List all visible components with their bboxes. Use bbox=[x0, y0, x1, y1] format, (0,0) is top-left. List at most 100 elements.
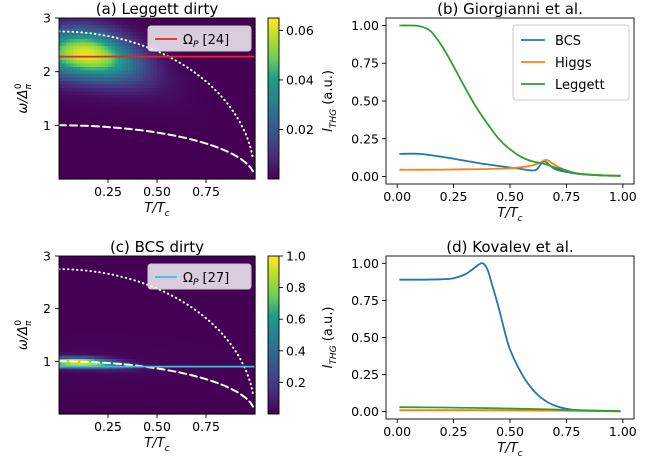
heatmap-cell bbox=[91, 39, 95, 43]
heatmap-cell bbox=[136, 148, 140, 152]
heatmap-cell bbox=[178, 144, 182, 148]
heatmap-cell bbox=[245, 144, 249, 148]
heatmap-cell bbox=[154, 81, 158, 85]
heatmap-cell bbox=[84, 283, 88, 287]
heatmap-cell bbox=[199, 256, 203, 260]
heatmap-cell bbox=[154, 92, 158, 96]
heatmap-cell bbox=[70, 397, 74, 401]
heatmap-cell bbox=[101, 85, 105, 89]
heatmap-cell bbox=[136, 78, 140, 82]
heatmap-cell bbox=[154, 338, 158, 342]
heatmap-cell bbox=[133, 123, 137, 127]
heatmap-cell bbox=[136, 349, 140, 353]
heatmap-cell bbox=[122, 116, 126, 120]
heatmap-cell bbox=[101, 390, 105, 394]
heatmap-cell bbox=[122, 92, 126, 96]
heatmap-cell bbox=[185, 294, 189, 298]
heatmap-cell bbox=[150, 359, 154, 363]
heatmap-cell bbox=[122, 328, 126, 332]
heatmap-cell bbox=[147, 141, 151, 145]
heatmap-cell bbox=[199, 397, 203, 401]
heatmap-cell bbox=[63, 369, 67, 373]
heatmap-cell bbox=[112, 256, 116, 260]
heatmap-cell bbox=[108, 266, 112, 270]
heatmap-cell bbox=[189, 141, 193, 145]
heatmap-cell bbox=[143, 158, 147, 162]
heatmap-cell bbox=[241, 64, 245, 68]
heatmap-cell bbox=[98, 345, 102, 349]
heatmap-cell bbox=[175, 332, 179, 336]
heatmap-cell bbox=[136, 287, 140, 291]
heatmap-cell bbox=[115, 169, 119, 173]
heatmap-cell bbox=[70, 273, 74, 277]
heatmap-cell bbox=[136, 321, 140, 325]
heatmap-cell bbox=[63, 162, 67, 166]
heatmap-cell bbox=[189, 71, 193, 75]
heatmap-cell bbox=[119, 92, 123, 96]
heatmap-cell bbox=[234, 162, 238, 166]
heatmap-cell bbox=[227, 22, 231, 26]
heatmap-cell bbox=[196, 404, 200, 408]
heatmap-cell bbox=[98, 39, 102, 43]
heatmap-cell bbox=[122, 144, 126, 148]
heatmap-cell bbox=[164, 314, 168, 318]
heatmap-cell bbox=[245, 169, 249, 173]
heatmap-cell bbox=[164, 95, 168, 99]
heatmap-cell bbox=[220, 352, 224, 356]
heatmap-cell bbox=[175, 165, 179, 169]
heatmap-cell bbox=[210, 113, 214, 117]
heatmap-cell bbox=[161, 256, 165, 260]
heatmap-cell bbox=[77, 92, 81, 96]
heatmap-cell bbox=[112, 172, 116, 176]
heatmap-cell bbox=[245, 106, 249, 110]
heatmap-cell bbox=[171, 92, 175, 96]
heatmap-cell bbox=[80, 380, 84, 384]
heatmap-cell bbox=[199, 349, 203, 353]
heatmap-cell bbox=[133, 99, 137, 103]
heatmap-cell bbox=[70, 137, 74, 141]
heatmap-cell bbox=[115, 106, 119, 110]
heatmap-cell bbox=[171, 71, 175, 75]
heatmap-cell bbox=[154, 356, 158, 360]
heatmap-cell bbox=[196, 22, 200, 26]
heatmap-cell bbox=[147, 92, 151, 96]
heatmap-cell bbox=[101, 380, 105, 384]
heatmap-cell bbox=[59, 102, 63, 106]
heatmap-cell bbox=[206, 338, 210, 342]
heatmap-cell bbox=[112, 345, 116, 349]
heatmap-cell bbox=[234, 301, 238, 305]
heatmap-cell bbox=[157, 290, 161, 294]
heatmap-cell bbox=[105, 356, 109, 360]
heatmap-cell bbox=[164, 144, 168, 148]
heatmap-cell bbox=[206, 116, 210, 120]
heatmap-cell bbox=[80, 318, 84, 322]
heatmap-cell bbox=[59, 393, 63, 397]
heatmap-cell bbox=[136, 259, 140, 263]
heatmap-cell bbox=[119, 335, 123, 339]
heatmap-cell bbox=[196, 151, 200, 155]
heatmap-cell bbox=[178, 148, 182, 152]
heatmap-cell bbox=[129, 332, 133, 336]
heatmap-cell bbox=[192, 74, 196, 78]
heatmap-cell bbox=[136, 64, 140, 68]
heatmap-cell bbox=[161, 321, 165, 325]
heatmap-cell bbox=[171, 165, 175, 169]
heatmap-cell bbox=[63, 308, 67, 312]
heatmap-cell bbox=[70, 22, 74, 26]
heatmap-cell bbox=[140, 29, 144, 33]
heatmap-cell bbox=[217, 259, 221, 263]
heatmap-cell bbox=[220, 64, 224, 68]
heatmap-cell bbox=[91, 144, 95, 148]
heatmap-cell bbox=[143, 74, 147, 78]
heatmap-cell bbox=[101, 311, 105, 315]
heatmap-cell bbox=[231, 376, 235, 380]
heatmap-cell bbox=[231, 60, 235, 64]
heatmap-cell bbox=[175, 356, 179, 360]
heatmap-cell bbox=[133, 106, 137, 110]
heatmap-cell bbox=[101, 141, 105, 145]
heatmap-cell bbox=[147, 397, 151, 401]
heatmap-cell bbox=[59, 259, 63, 263]
heatmap-cell bbox=[105, 148, 109, 152]
heatmap-cell bbox=[66, 134, 70, 138]
heatmap-cell bbox=[119, 25, 123, 29]
